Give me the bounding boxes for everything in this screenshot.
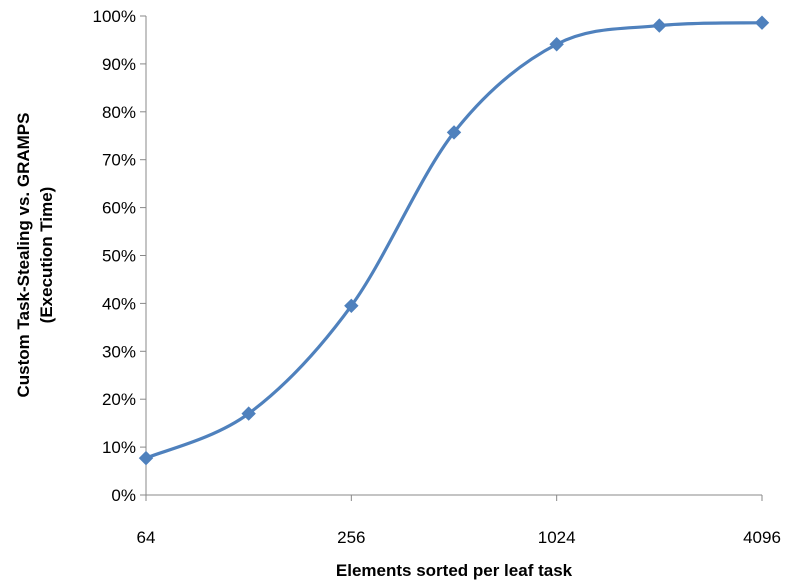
y-tick-label: 70% [102,151,136,170]
y-axis-title-line-1: Custom Task-Stealing vs. GRAMPS [14,113,33,398]
data-point-marker [754,15,770,30]
data-point-marker [549,37,564,52]
y-tick-label: 40% [102,294,136,313]
y-tick-label: 0% [111,486,136,505]
x-tick-label: 4096 [743,528,781,547]
y-tick-label: 10% [102,438,136,457]
y-axis-title: Custom Task-Stealing vs. GRAMPS (Executi… [14,113,56,398]
data-point-marker [138,450,154,466]
y-tick-label: 30% [102,342,136,361]
data-point-marker [446,125,462,140]
y-axis-ticks: 0% 10% 20% 30% 40% 50% 60% 70% 80% 90% 100% [93,7,146,505]
x-tick-label: 64 [137,528,156,547]
series-layer [138,15,770,466]
x-axis-title: Elements sorted per leaf task [336,561,573,580]
x-tick-label: 1024 [538,528,576,547]
y-tick-label: 100% [93,7,136,26]
y-axis-title-line-2: (Execution Time) [37,187,56,324]
x-axis-ticks: 64 256 1024 4096 [137,495,781,547]
data-point-marker [344,298,359,314]
x-tick-label: 256 [337,528,365,547]
y-tick-label: 90% [102,55,136,74]
y-tick-label: 80% [102,103,136,122]
data-point-marker [652,18,667,33]
y-tick-label: 50% [102,247,136,266]
series-line [144,21,764,460]
y-tick-label: 20% [102,390,136,409]
data-point-marker [241,406,256,421]
y-tick-label: 60% [102,199,136,218]
